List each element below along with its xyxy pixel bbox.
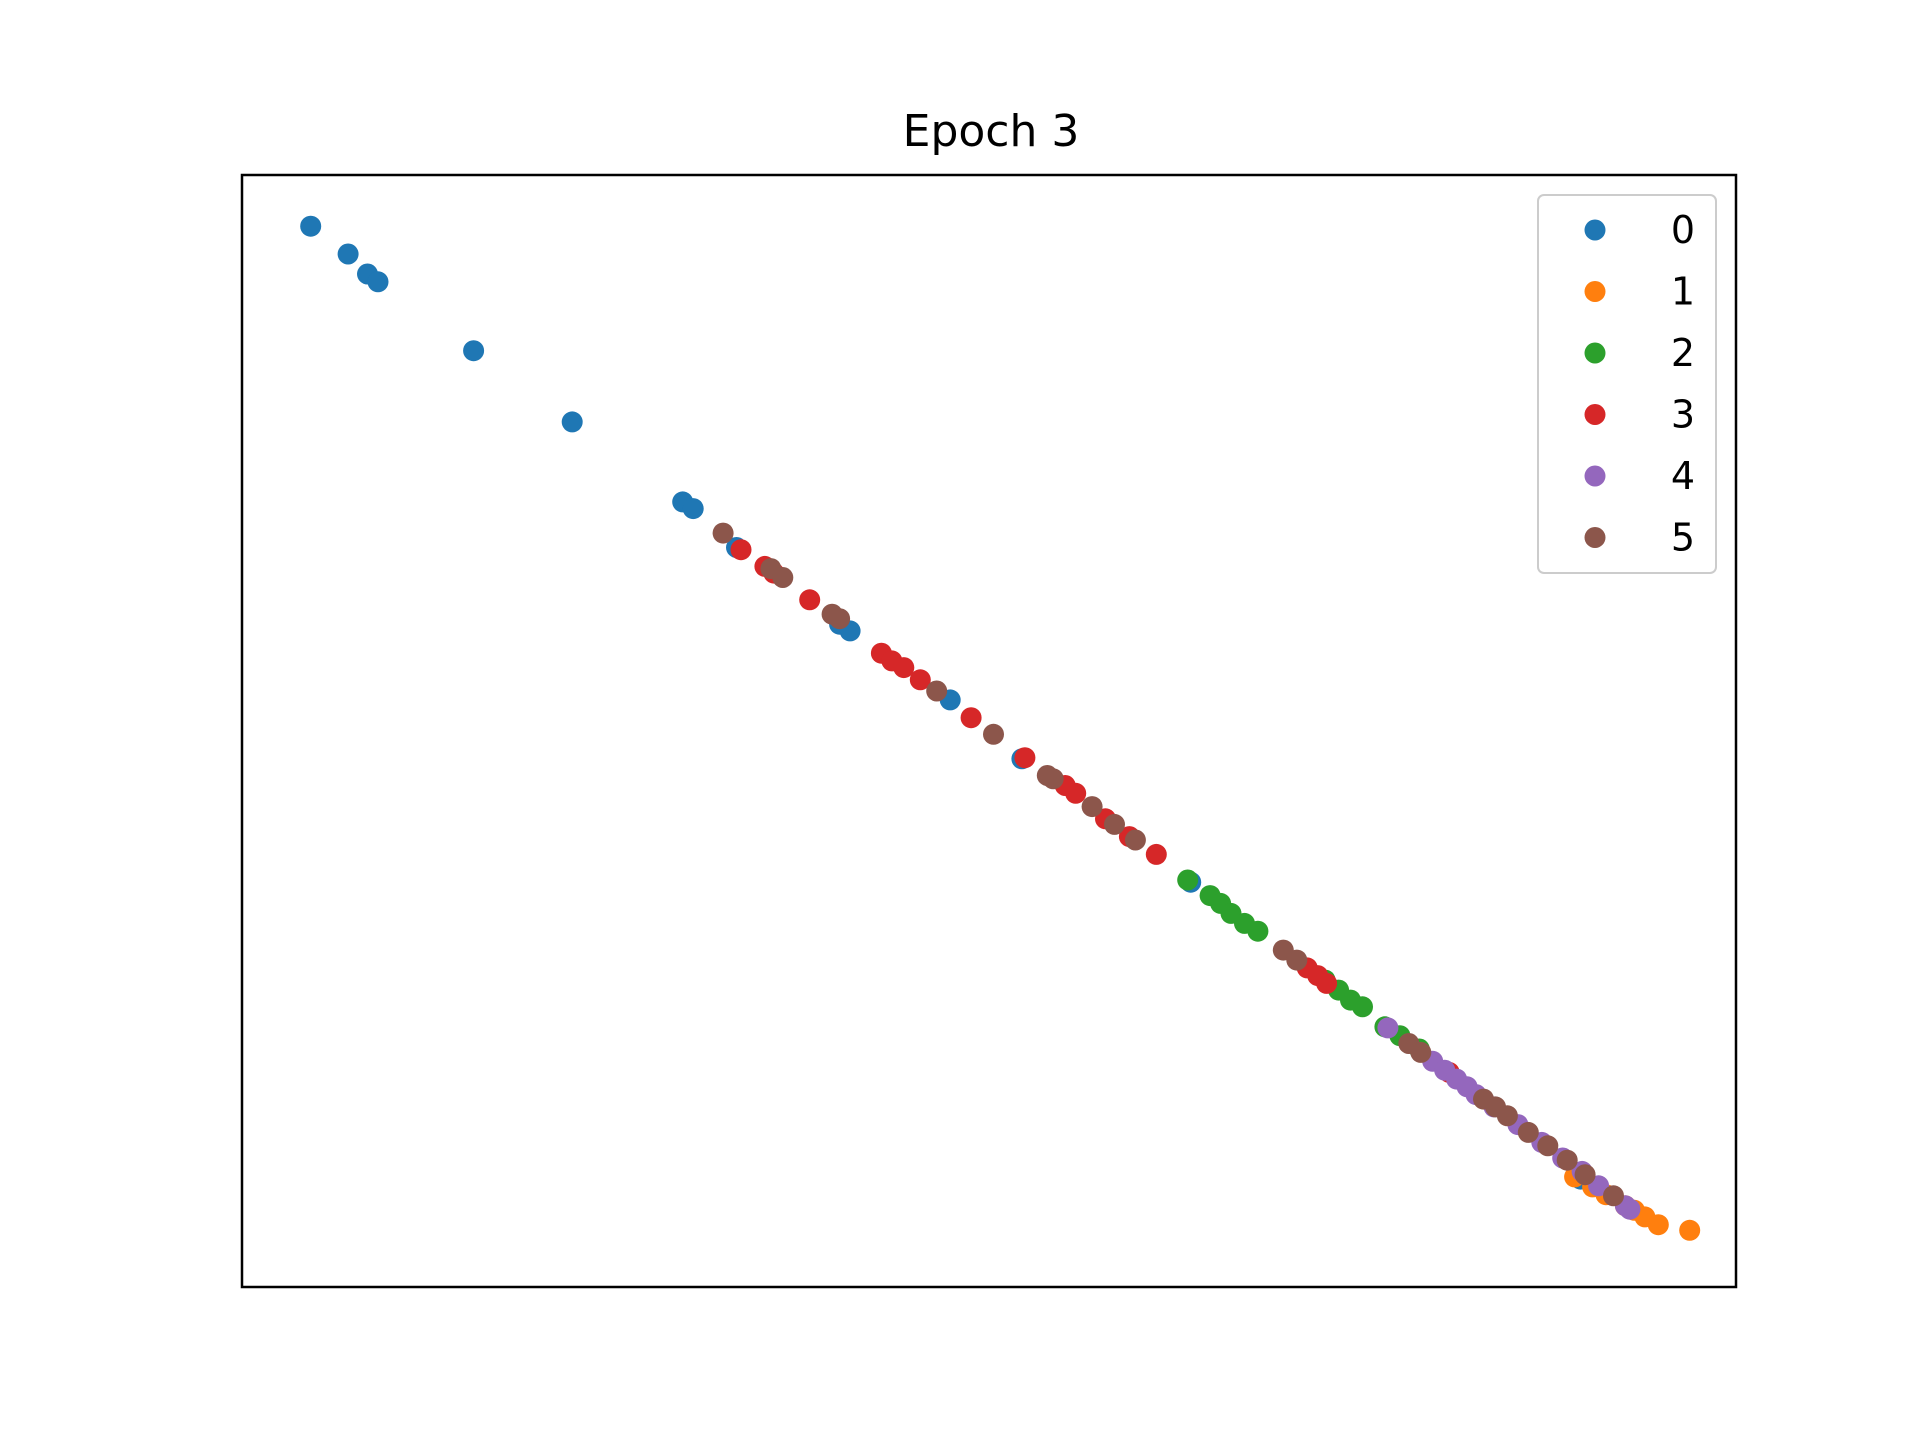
scatter-point-series-3: [1316, 972, 1338, 994]
scatter-point-series-3: [893, 657, 915, 679]
legend-label-2: 2: [1671, 331, 1695, 375]
scatter-point-series-4: [1619, 1198, 1641, 1220]
legend-marker-3: [1584, 404, 1606, 425]
scatter-point-series-5: [1574, 1164, 1596, 1186]
scatter-point-series-5: [1603, 1185, 1624, 1207]
legend-marker-5: [1584, 527, 1606, 548]
scatter-point-series-5: [1286, 949, 1308, 971]
scatter-point-series-2: [1352, 996, 1373, 1018]
legend-label-0: 0: [1671, 208, 1695, 252]
scatter-point-series-2: [1247, 920, 1269, 942]
scatter-point-series-0: [367, 271, 389, 293]
legend-marker-2: [1584, 342, 1606, 364]
legend-label-1: 1: [1671, 270, 1695, 314]
scatter-point-series-0: [561, 411, 583, 433]
scatter-point-series-3: [1014, 747, 1036, 769]
legend-entries: 0 1 2 3 4 5: [1584, 208, 1695, 560]
plot-area-frame: [240, 173, 1738, 1289]
legend-label-5: 5: [1671, 516, 1695, 560]
scatter-point-series-1: [1647, 1214, 1669, 1236]
data-points: [300, 215, 1701, 1241]
scatter-point-series-5: [829, 608, 851, 630]
scatter-point-series-3: [960, 707, 982, 729]
scatter-point-series-2: [1177, 869, 1199, 891]
scatter-point-series-5: [1410, 1041, 1432, 1063]
legend-box: [1537, 194, 1717, 574]
legend-marker-0: [1584, 219, 1606, 241]
scatter-point-series-3: [1065, 782, 1087, 804]
scatter-point-series-3: [909, 669, 931, 691]
scatter-point-series-0: [300, 215, 322, 237]
scatter-point-series-0: [463, 340, 485, 362]
scatter-point-series-1: [1679, 1219, 1701, 1241]
scatter-point-series-4: [1377, 1017, 1399, 1039]
scatter-point-series-3: [1145, 843, 1167, 865]
legend-marker-4: [1584, 465, 1606, 487]
scatter-point-series-5: [983, 723, 1004, 745]
legend-label-3: 3: [1671, 393, 1695, 437]
scatter-point-series-3: [730, 539, 752, 561]
legend: 0 1 2 3 4 5: [1537, 194, 1717, 574]
scatter-point-series-5: [1124, 829, 1146, 851]
scatter-point-series-5: [1104, 813, 1125, 835]
scatter-point-series-5: [1042, 768, 1064, 790]
legend-marker-1: [1584, 281, 1606, 302]
scatter-point-series-5: [1537, 1135, 1559, 1157]
scatter-point-series-0: [337, 243, 359, 265]
chart-title: Epoch 3: [903, 106, 1080, 157]
scatter-point-series-0: [682, 498, 704, 520]
scatter-point-series-5: [772, 567, 794, 588]
scatter-point-series-5: [926, 680, 948, 702]
scatter-point-series-5: [1496, 1105, 1518, 1127]
legend-label-4: 4: [1671, 454, 1695, 498]
scatter-point-series-5: [1556, 1149, 1578, 1171]
scatter-point-series-3: [799, 589, 821, 611]
scatter-point-series-5: [1081, 796, 1103, 818]
scatter-point-series-5: [712, 522, 734, 544]
scatter-point-series-5: [1517, 1121, 1539, 1143]
